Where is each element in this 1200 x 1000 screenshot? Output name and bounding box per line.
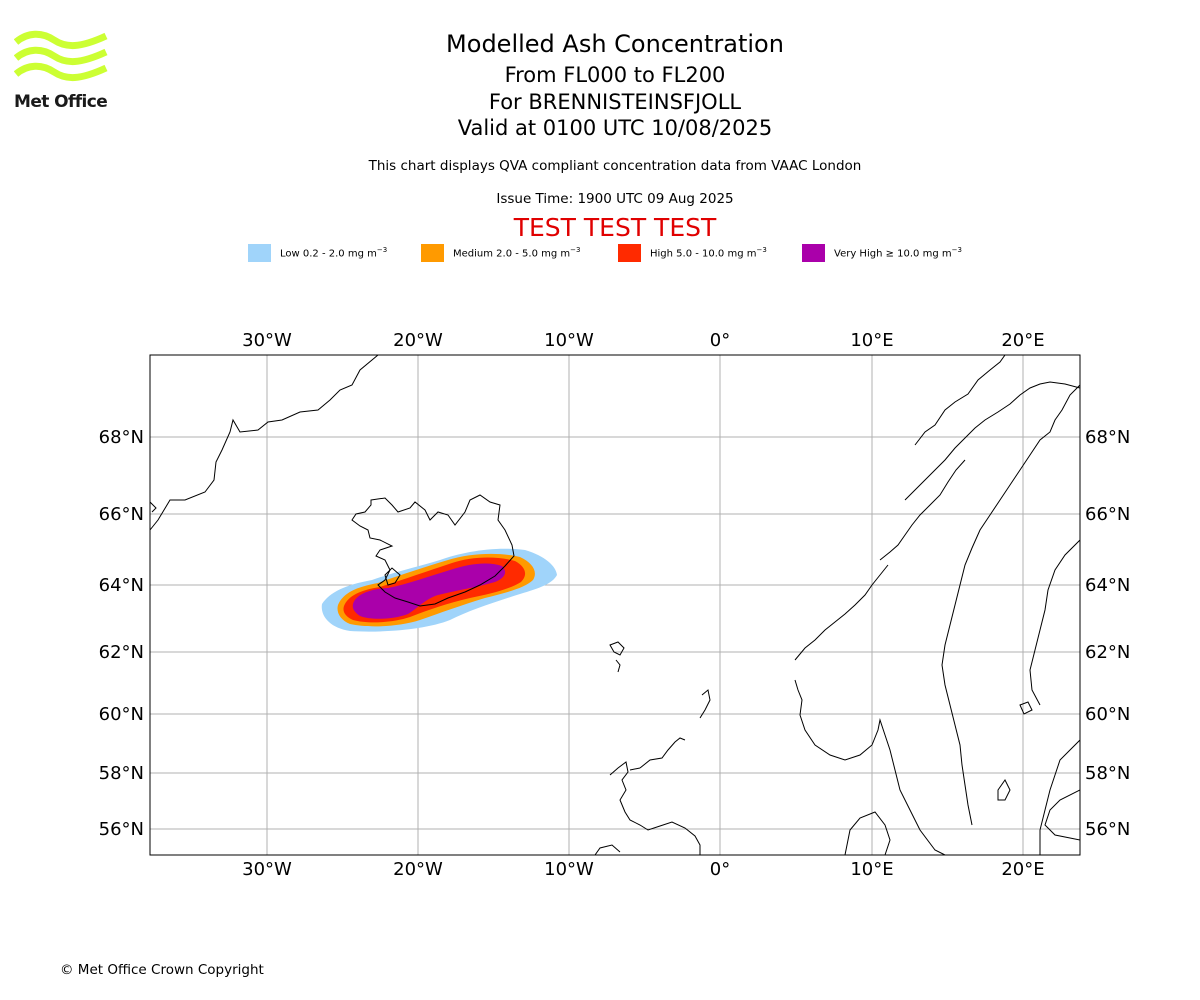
legend-item-very-high: Very High ≥ 10.0 mg m−3: [802, 244, 962, 262]
legend-item-low: Low 0.2 - 2.0 mg m−3: [248, 244, 387, 262]
lat-tick-right: 56°N: [1085, 819, 1130, 840]
lat-tick-left: 66°N: [99, 504, 144, 525]
legend-exponent-very-high: −3: [951, 246, 962, 255]
ash-area-very-high: [352, 563, 506, 619]
legend-exponent-medium: −3: [570, 246, 581, 255]
legend-swatch-low: [248, 244, 271, 262]
latitude-labels-right: 68°N 66°N 64°N 62°N 60°N 58°N 56°N: [1085, 427, 1130, 840]
test-banner: TEST TEST TEST: [513, 213, 717, 242]
lon-tick-bottom: 10°W: [544, 859, 594, 880]
lat-tick-right: 58°N: [1085, 763, 1130, 784]
longitude-labels-top: 30°W 20°W 10°W 0° 10°E 20°E: [242, 330, 1044, 351]
flight-level-range: From FL000 to FL200: [504, 63, 726, 87]
coastlines: [150, 355, 1080, 855]
lat-tick-left: 58°N: [99, 763, 144, 784]
met-office-logo: [14, 30, 108, 81]
ash-plume: [321, 548, 557, 632]
legend-label-low: Low 0.2 - 2.0 mg m: [280, 248, 377, 260]
legend-swatch-medium: [421, 244, 444, 262]
lat-tick-right: 64°N: [1085, 575, 1130, 596]
legend-label-high: High 5.0 - 10.0 mg m: [650, 248, 757, 260]
legend-exponent-low: −3: [376, 246, 388, 255]
map-frame: [149, 354, 1081, 856]
lat-tick-left: 62°N: [99, 642, 144, 663]
lon-tick-bottom: 20°W: [393, 859, 443, 880]
lon-tick-bottom: 10°E: [850, 859, 893, 880]
legend-label-very-high: Very High ≥ 10.0 mg m: [834, 248, 952, 260]
lon-tick-bottom: 20°E: [1001, 859, 1044, 880]
map-gridlines: [150, 355, 1080, 855]
legend-swatch-high: [618, 244, 641, 262]
longitude-labels-bottom: 30°W 20°W 10°W 0° 10°E 20°E: [242, 859, 1044, 880]
lat-tick-left: 56°N: [99, 819, 144, 840]
legend-swatch-very-high: [802, 244, 825, 262]
lon-tick-top: 10°W: [544, 330, 594, 351]
lat-tick-left: 64°N: [99, 575, 144, 596]
latitude-labels-left: 68°N 66°N 64°N 62°N 60°N 58°N 56°N: [99, 427, 144, 840]
lon-tick-top: 10°E: [850, 330, 893, 351]
lon-tick-bottom: 30°W: [242, 859, 292, 880]
legend-exponent-high: −3: [756, 246, 767, 255]
lon-tick-top: 20°W: [393, 330, 443, 351]
met-office-logo-text: Met Office: [14, 92, 108, 112]
valid-time: Valid at 0100 UTC 10/08/2025: [457, 116, 773, 140]
lon-tick-top: 20°E: [1001, 330, 1044, 351]
volcano-name: For BRENNISTEINSFJOLL: [488, 90, 742, 114]
lat-tick-left: 68°N: [99, 427, 144, 448]
lat-tick-right: 68°N: [1085, 427, 1130, 448]
legend-item-high: High 5.0 - 10.0 mg m−3: [618, 244, 767, 262]
qva-note: This chart displays QVA compliant concen…: [368, 158, 862, 174]
chart-title: Modelled Ash Concentration: [446, 30, 784, 58]
lat-tick-right: 66°N: [1085, 504, 1130, 525]
issue-time: Issue Time: 1900 UTC 09 Aug 2025: [496, 191, 734, 207]
lon-tick-top: 30°W: [242, 330, 292, 351]
lon-tick-bottom: 0°: [710, 859, 730, 880]
legend-label-medium: Medium 2.0 - 5.0 mg m: [453, 248, 571, 260]
legend-item-medium: Medium 2.0 - 5.0 mg m−3: [421, 244, 580, 262]
lat-tick-right: 62°N: [1085, 642, 1130, 663]
lat-tick-right: 60°N: [1085, 704, 1130, 725]
concentration-legend: Low 0.2 - 2.0 mg m−3 Medium 2.0 - 5.0 mg…: [0, 244, 1200, 264]
lat-tick-left: 60°N: [99, 704, 144, 725]
copyright-notice: © Met Office Crown Copyright: [60, 962, 264, 978]
lon-tick-top: 0°: [710, 330, 730, 351]
